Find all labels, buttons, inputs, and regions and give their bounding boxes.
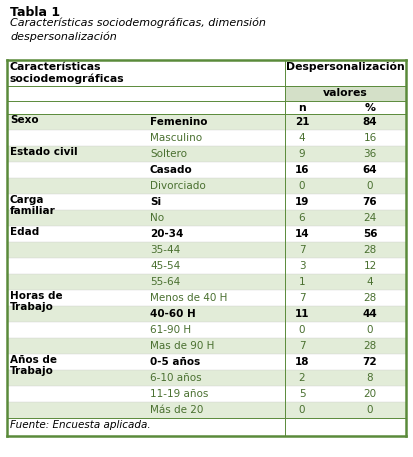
Text: Masculino: Masculino (150, 133, 202, 143)
Bar (7, 290, 406, 306)
Text: 0: 0 (299, 405, 305, 415)
Text: 19: 19 (295, 197, 309, 207)
Text: Sexo: Sexo (10, 115, 39, 125)
Text: Características
sociodemográficas: Características sociodemográficas (10, 62, 125, 84)
Text: 40-60 H: 40-60 H (150, 309, 196, 319)
Bar (7, 210, 406, 226)
Bar (285, 86, 406, 101)
Bar (7, 306, 406, 322)
Text: 2: 2 (299, 373, 305, 383)
Text: 35-44: 35-44 (150, 245, 180, 255)
Text: Divorciado: Divorciado (150, 181, 206, 191)
Bar (7, 101, 406, 114)
Text: 61-90 H: 61-90 H (150, 325, 191, 335)
Text: 7: 7 (299, 293, 305, 303)
Bar (7, 194, 406, 210)
Text: 0: 0 (367, 325, 373, 335)
Text: 0: 0 (299, 325, 305, 335)
Bar (7, 354, 406, 370)
Text: 44: 44 (363, 309, 377, 319)
Text: 36: 36 (363, 149, 377, 159)
Text: 5: 5 (299, 389, 305, 399)
Text: Si: Si (150, 197, 161, 207)
Text: 20-34: 20-34 (150, 229, 183, 239)
Text: Horas de
Trabajo: Horas de Trabajo (10, 291, 63, 312)
Text: 55-64: 55-64 (150, 277, 180, 287)
Text: Carga
familiar: Carga familiar (10, 195, 56, 216)
Text: No: No (150, 213, 164, 223)
Text: 56: 56 (363, 229, 377, 239)
Text: 18: 18 (295, 357, 309, 367)
Text: Menos de 40 H: Menos de 40 H (150, 293, 228, 303)
Text: 16: 16 (295, 165, 309, 175)
Text: Más de 20: Más de 20 (150, 405, 203, 415)
Bar (7, 178, 406, 194)
Bar (7, 130, 406, 146)
Bar (7, 114, 406, 130)
Text: Despersonalización: Despersonalización (286, 62, 405, 73)
Text: 84: 84 (363, 117, 377, 127)
Text: 0: 0 (367, 405, 373, 415)
Text: 6: 6 (299, 213, 305, 223)
Bar (7, 86, 285, 101)
Text: 20: 20 (363, 389, 377, 399)
Bar (7, 402, 406, 418)
Text: 12: 12 (363, 261, 377, 271)
Bar (7, 370, 406, 386)
Text: Características sociodemográficas, dimensión
despersonalización: Características sociodemográficas, dimen… (10, 18, 266, 42)
Bar (7, 0, 406, 60)
Text: Mas de 90 H: Mas de 90 H (150, 341, 214, 351)
Text: 24: 24 (363, 213, 377, 223)
Text: 28: 28 (363, 245, 377, 255)
Bar (7, 146, 406, 162)
Text: 7: 7 (299, 341, 305, 351)
Bar (7, 162, 406, 178)
Text: 76: 76 (363, 197, 377, 207)
Text: 3: 3 (299, 261, 305, 271)
Text: 14: 14 (295, 229, 309, 239)
Text: Edad: Edad (10, 227, 39, 237)
Text: %: % (365, 103, 375, 113)
Text: 0: 0 (299, 181, 305, 191)
Text: 21: 21 (295, 117, 309, 127)
Text: 6-10 años: 6-10 años (150, 373, 202, 383)
Bar (7, 322, 406, 338)
Text: Estado civil: Estado civil (10, 147, 78, 157)
Text: valores: valores (323, 88, 368, 98)
Text: 11-19 años: 11-19 años (150, 389, 209, 399)
Text: n: n (298, 103, 306, 113)
Text: 28: 28 (363, 341, 377, 351)
Text: 28: 28 (363, 293, 377, 303)
Text: 7: 7 (299, 245, 305, 255)
Text: Años de
Trabajo: Años de Trabajo (10, 355, 57, 376)
Text: Fuente: Encuesta aplicada.: Fuente: Encuesta aplicada. (10, 420, 151, 430)
Text: 72: 72 (363, 357, 377, 367)
Text: 4: 4 (367, 277, 373, 287)
Bar (7, 338, 406, 354)
Bar (7, 386, 406, 402)
Text: Femenino: Femenino (150, 117, 207, 127)
Bar (7, 418, 406, 436)
Text: Soltero: Soltero (150, 149, 187, 159)
Text: 8: 8 (367, 373, 373, 383)
Text: 16: 16 (363, 133, 377, 143)
Bar (7, 60, 406, 86)
Text: Casado: Casado (150, 165, 193, 175)
Bar (7, 242, 406, 258)
Text: Tabla 1: Tabla 1 (10, 6, 60, 19)
Text: 1: 1 (299, 277, 305, 287)
Text: 0: 0 (367, 181, 373, 191)
Text: 45-54: 45-54 (150, 261, 180, 271)
Text: 11: 11 (295, 309, 309, 319)
Bar (7, 258, 406, 274)
Text: 64: 64 (363, 165, 377, 175)
Bar (7, 226, 406, 242)
Text: 0-5 años: 0-5 años (150, 357, 200, 367)
Text: 4: 4 (299, 133, 305, 143)
Text: 9: 9 (299, 149, 305, 159)
Bar (7, 274, 406, 290)
